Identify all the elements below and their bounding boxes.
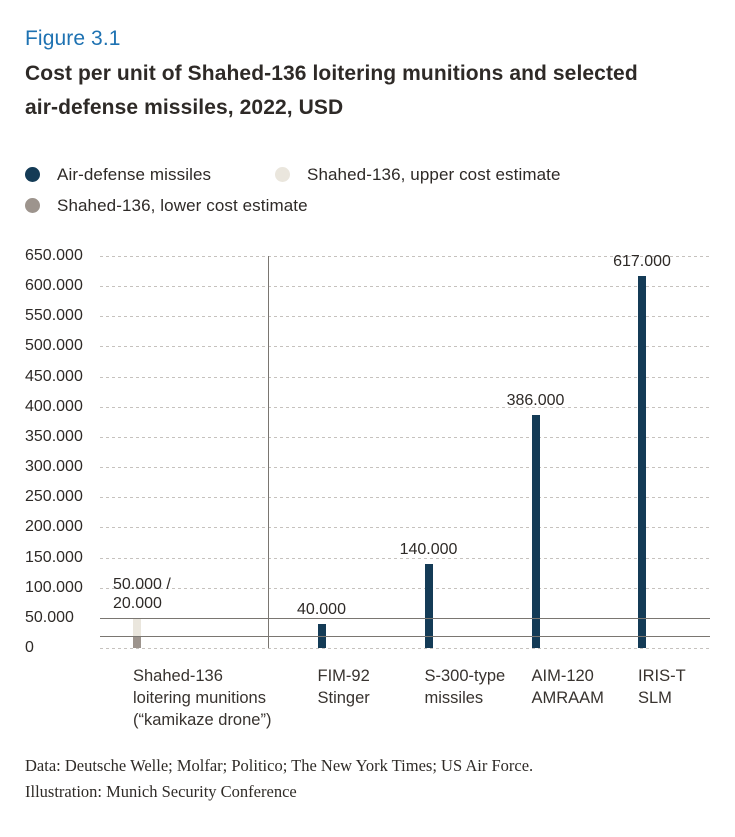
y-axis-tick-label: 200.000 — [25, 518, 83, 536]
value-label-line: 617.000 — [613, 252, 671, 270]
bar-value-label-aim-120-amraam: 386.000 — [466, 391, 606, 410]
legend-label: Air-defense missiles — [57, 164, 212, 184]
legend-label: Shahed-136, upper cost estimate — [307, 164, 561, 184]
y-gridline — [100, 467, 710, 469]
figure-title-line-1: Cost per unit of Shahed-136 loitering mu… — [25, 62, 638, 85]
y-gridline — [100, 436, 710, 438]
y-axis-tick-label: 400.000 — [25, 397, 83, 415]
category-label-line: (“kamikaze drone”) — [133, 711, 272, 729]
category-label-shahed-136: Shahed-136 loitering munitions (“kamikaze … — [133, 665, 271, 731]
reference-line — [100, 617, 710, 619]
y-axis-tick-label: 450.000 — [25, 367, 83, 385]
legend-dot-icon — [275, 167, 290, 182]
legend-item-shahed-lower: Shahed-136, lower cost estimate — [25, 195, 308, 216]
bar-s-300-type-missiles-segment — [424, 563, 433, 648]
category-label-line: AIM-120 — [531, 667, 594, 685]
y-axis-tick-label: 100.000 — [25, 578, 83, 596]
bar-aim-120-amraam-segment — [531, 415, 540, 648]
reference-line — [100, 635, 710, 637]
y-axis-tick-label: 600.000 — [25, 277, 83, 295]
y-gridline — [100, 346, 710, 348]
bar-value-label-shahed-136: 50.000 /20.000 — [113, 575, 171, 613]
category-label-line: S-300-type — [424, 667, 506, 685]
y-axis-tick-label: 150.000 — [25, 548, 83, 566]
category-separator-line — [268, 256, 269, 648]
chart-legend: Air-defense missiles Shahed-136, upper c… — [25, 164, 715, 226]
value-label-line: 50.000 / — [113, 575, 171, 593]
legend-row-2: Shahed-136, lower cost estimate — [25, 195, 715, 216]
source-note: Data: Deutsche Welle; Molfar; Politico; … — [25, 753, 715, 805]
value-label-line: 140.000 — [399, 540, 458, 558]
bar-value-label-fim-92-stinger: 40.000 — [252, 600, 392, 619]
y-gridline — [100, 316, 710, 318]
y-gridline — [100, 527, 710, 529]
category-label-line: loitering munitions — [133, 689, 266, 707]
y-axis-tick-label: 550.000 — [25, 307, 83, 325]
legend-item-air-defense-missiles: Air-defense missiles — [25, 164, 275, 185]
y-axis-tick-label: 50.000 — [25, 608, 74, 626]
y-gridline — [100, 286, 710, 288]
category-label-fim-92-stinger: FIM-92 Stinger — [318, 665, 370, 709]
category-label-line: IRIS-T — [638, 667, 686, 685]
category-label-line: missiles — [424, 689, 484, 707]
category-label-s-300-type-missiles: S-300-type missiles — [425, 665, 506, 709]
legend-dot-icon — [25, 198, 40, 213]
value-label-line: 40.000 — [297, 600, 346, 618]
y-gridline — [100, 587, 710, 589]
bar-shahed-136-segment — [133, 635, 141, 648]
illustration-credit-line: Illustration: Munich Security Conference — [25, 782, 297, 801]
y-axis-tick-label: 300.000 — [25, 458, 83, 476]
legend-item-shahed-upper: Shahed-136, upper cost estimate — [275, 164, 561, 185]
category-label-iris-t-slm: IRIS-T SLM — [638, 665, 686, 709]
y-gridline — [100, 376, 710, 378]
bar-shahed-136-segment — [133, 617, 141, 636]
legend-row-1: Air-defense missiles Shahed-136, upper c… — [25, 164, 715, 185]
value-label-line: 386.000 — [506, 392, 565, 410]
bar-iris-t-slm-segment — [638, 275, 646, 648]
y-axis-tick-label: 500.000 — [25, 337, 83, 355]
y-axis-tick-label: 250.000 — [25, 488, 83, 506]
y-gridline — [100, 648, 710, 649]
category-label-line: Shahed-136 — [133, 667, 223, 685]
y-gridline — [100, 497, 710, 499]
bar-fim-92-stinger-segment — [317, 623, 326, 648]
y-gridline — [100, 557, 710, 559]
figure-title: Cost per unit of Shahed-136 loitering mu… — [25, 57, 725, 125]
legend-label: Shahed-136, lower cost estimate — [57, 195, 308, 215]
value-label-line: 20.000 — [113, 594, 162, 612]
y-gridline — [100, 406, 710, 408]
bar-chart: 0 50.000 100.000 150.000 200.000 250.000 300.0… — [25, 246, 715, 746]
category-label-line: SLM — [638, 689, 672, 707]
legend-dot-icon — [25, 167, 40, 182]
figure-number: Figure 3.1 — [25, 27, 121, 50]
category-label-line: Stinger — [317, 689, 370, 707]
y-axis-tick-label: 0 — [25, 639, 34, 656]
y-axis-tick-label: 650.000 — [25, 247, 83, 264]
category-label-line: AMRAAM — [531, 689, 604, 707]
data-source-line: Data: Deutsche Welle; Molfar; Politico; … — [25, 756, 534, 775]
category-label-line: FIM-92 — [317, 667, 370, 685]
category-label-aim-120-amraam: AIM-120 AMRAAM — [532, 665, 604, 709]
y-gridline — [100, 256, 710, 257]
bar-value-label-s-300-type-missiles: 140.000 — [359, 540, 499, 559]
bar-value-label-iris-t-slm: 617.000 — [572, 252, 712, 271]
y-axis-tick-label: 350.000 — [25, 427, 83, 445]
figure-title-line-2: air-defense missiles, 2022, USD — [25, 96, 344, 119]
